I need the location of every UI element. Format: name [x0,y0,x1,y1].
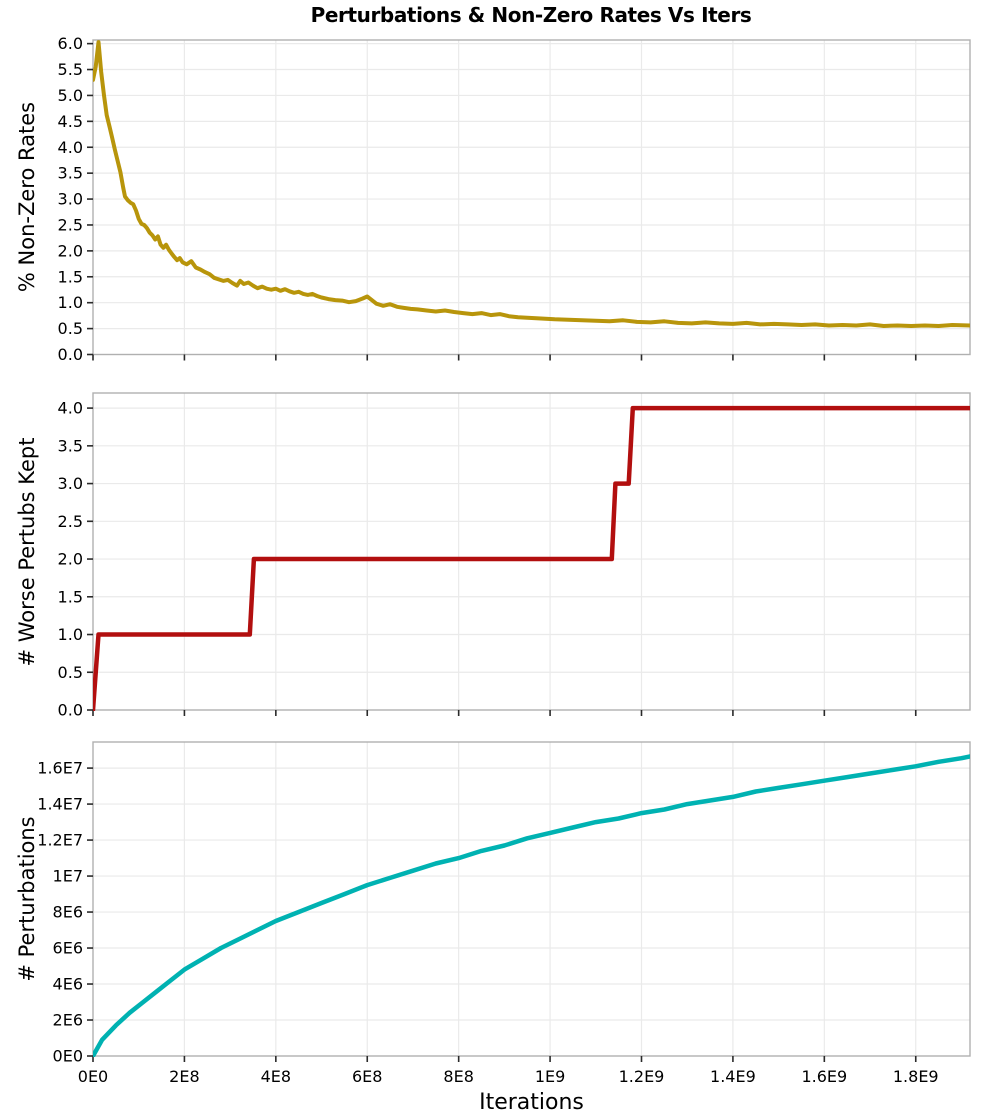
x-tick-label: 4E8 [261,1067,291,1086]
x-tick-label: 1.2E9 [619,1067,665,1086]
data-line-worse-perturbations-kept [93,405,970,711]
y-tick-label: 1E7 [53,867,83,886]
x-tick-label: 1.8E9 [893,1067,939,1086]
y-tick-label: 3.5 [58,436,83,455]
y-tick-label: 6E6 [53,939,83,958]
y-axis-title-num-perturbations: # Perturbations [15,816,39,982]
y-tick-label: 1.6E7 [37,759,83,778]
y-axis-title-worse-pertubs-kept: # Worse Pertubs Kept [15,437,39,667]
y-tick-label: 4.5 [58,112,83,131]
y-tick-label: 1.0 [58,625,83,644]
y-tick-label: 0.0 [58,345,83,364]
y-tick-label: 1.5 [58,587,83,606]
y-tick-label: 5.0 [58,86,83,105]
y-tick-label: 4.0 [58,399,83,418]
plot-border [92,39,971,356]
y-tick-label: 0.5 [58,663,83,682]
x-tick-label: 0E0 [78,1067,108,1086]
x-tick-label: 1.6E9 [801,1067,847,1086]
x-tick-label: 1.4E9 [710,1067,756,1086]
y-tick-label: 0.0 [58,701,83,720]
y-tick-label: 8E6 [53,903,83,922]
y-tick-label: 3.0 [58,474,83,493]
y-axis-title-non-zero-rates: % Non-Zero Rates [15,101,39,293]
x-tick-label: 6E8 [352,1067,382,1086]
x-tick-label: 2E8 [169,1067,199,1086]
y-tick-label: 4E6 [53,975,83,994]
y-tick-label: 2.0 [58,241,83,260]
y-tick-label: 4.0 [58,138,83,157]
y-tick-label: 2E6 [53,1011,83,1030]
y-tick-label: 0.5 [58,319,83,338]
data-line-percent-non-zero-rates [93,40,970,328]
y-tick-label: 3.5 [58,164,83,183]
y-tick-label: 1.4E7 [37,795,83,814]
x-tick-label: 1E9 [535,1067,565,1086]
plot-border [92,392,971,711]
y-tick-label: 0E0 [53,1047,83,1066]
chart-title: Perturbations & Non-Zero Rates Vs Iters [310,3,752,27]
y-tick-label: 5.5 [58,60,83,79]
y-tick-label: 6.0 [58,34,83,53]
y-tick-label: 3.0 [58,190,83,209]
y-tick-label: 2.5 [58,215,83,234]
y-tick-label: 1.5 [58,267,83,286]
x-tick-label: 8E8 [443,1067,473,1086]
y-tick-label: 1.2E7 [37,831,83,850]
x-axis-title: Iterations [479,1090,584,1115]
y-tick-label: 2.0 [58,550,83,569]
y-tick-label: 2.5 [58,512,83,531]
y-tick-label: 1.0 [58,293,83,312]
data-line-num-perturbations [93,754,970,1057]
plot-border [92,741,971,1057]
